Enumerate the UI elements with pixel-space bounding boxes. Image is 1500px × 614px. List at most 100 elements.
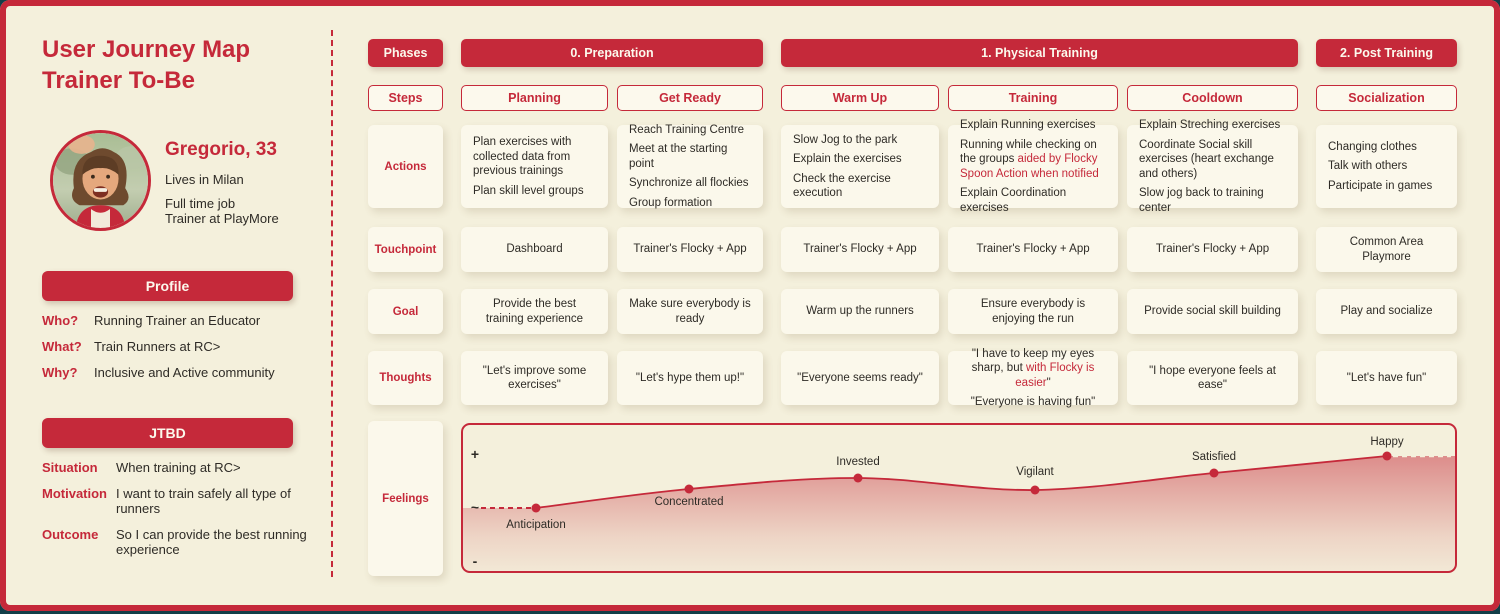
persona-job-line2: Trainer at PlayMore — [165, 211, 279, 226]
actions-warm-up: Slow Jog to the park Explain the exercise… — [781, 125, 939, 208]
phase-physical-training: 1. Physical Training — [781, 39, 1298, 67]
jtbd-motivation-value: I want to train safely all type of runne… — [116, 486, 291, 516]
jtbd-situation-value: When training at RC> — [116, 460, 241, 475]
touchpoint-socialization: Common Area Playmore — [1316, 227, 1457, 272]
feelings-area-fill — [463, 456, 1455, 571]
goal-row-label: Goal — [368, 289, 443, 334]
persona-job-line1: Full time job — [165, 196, 236, 211]
feeling-point-concentrated — [684, 484, 694, 494]
jtbd-situation-label: Situation — [42, 460, 98, 475]
jtbd-row-outcome: Outcome So I can provide the best runnin… — [42, 527, 310, 557]
profile-row-who: Who? Running Trainer an Educator — [42, 313, 310, 328]
text-item: Coordinate Social skill exercises (heart… — [1139, 138, 1274, 180]
goal-training: Ensure everybody is enjoying the run — [948, 289, 1118, 334]
profile-what-value: Train Runners at RC> — [94, 339, 221, 354]
touchpoint-get-ready: Trainer's Flocky + App — [617, 227, 763, 272]
persona-name: Gregorio, 33 — [165, 139, 277, 160]
text-item: Talk with others — [1328, 160, 1408, 173]
text-item: Meet at the starting point — [629, 143, 728, 170]
text-item: Check the exercise execution — [793, 172, 891, 200]
feeling-label-concentrated: Concentrated — [654, 496, 723, 508]
phase-post-training: 2. Post Training — [1316, 39, 1457, 67]
feelings-curve — [535, 455, 1388, 509]
thoughts-training: "I have to keep my eyes sharp, but with … — [948, 348, 1118, 408]
step-get-ready: Get Ready — [617, 85, 763, 111]
text-item: Explain Coordination exercises — [960, 187, 1067, 214]
actions-training: Explain Running exercises Running while c… — [948, 119, 1118, 214]
touchpoint-row-label: Touchpoint — [368, 227, 443, 272]
feeling-point-satisfied — [1209, 468, 1219, 478]
phase-preparation: 0. Preparation — [461, 39, 763, 67]
jtbd-section-header: JTBD — [42, 418, 293, 448]
feeling-point-happy — [1382, 451, 1392, 461]
steps-row-label: Steps — [368, 85, 443, 111]
touchpoint-cooldown: Trainer's Flocky + App — [1127, 227, 1298, 272]
actions-cooldown: Explain Streching exercises Coordinate So… — [1127, 119, 1298, 214]
thoughts-planning: "Let's improve some exercises" — [461, 351, 608, 405]
step-warm-up: Warm Up — [781, 85, 939, 111]
text-item: Synchronize all flockies — [629, 177, 749, 190]
feeling-label-happy: Happy — [1370, 436, 1403, 448]
feelings-axis-minus: - — [473, 553, 478, 569]
text-item: Plan exercises with collected data from … — [473, 136, 572, 177]
text-item: "Everyone seems ready" — [797, 371, 923, 384]
text-item: Explain Running exercises — [960, 119, 1096, 131]
text-item: Running while checking on the groups aid… — [960, 138, 1099, 180]
feelings-row-label: Feelings — [368, 421, 443, 576]
profile-section-header: Profile — [42, 271, 293, 301]
feelings-axis-plus: + — [471, 446, 479, 462]
feeling-label-satisfied: Satisfied — [1192, 451, 1236, 463]
feeling-point-invested — [853, 473, 863, 483]
jtbd-rows: Situation When training at RC> Motivatio… — [42, 460, 310, 557]
persona-photo — [50, 130, 151, 231]
goal-warm-up: Warm up the runners — [781, 289, 939, 334]
text-item: Slow jog back to training center — [1139, 187, 1264, 214]
actions-row-label: Actions — [368, 125, 443, 208]
page-title-line2: Trainer To-Be — [42, 67, 195, 94]
text-item: Explain the exercises — [793, 153, 902, 165]
text-item: "Everyone is having fun" — [970, 396, 1096, 408]
thoughts-socialization: "Let's have fun" — [1316, 351, 1457, 405]
step-cooldown: Cooldown — [1127, 85, 1298, 111]
actions-get-ready: Reach Training Centre Meet at the startin… — [617, 124, 763, 209]
page-title: User Journey Map Trainer To-Be — [42, 34, 250, 96]
jtbd-outcome-value: So I can provide the best running experi… — [116, 527, 307, 557]
thoughts-cooldown: "I hope everyone feels at ease" — [1127, 351, 1298, 405]
profile-why-label: Why? — [42, 365, 78, 380]
feeling-point-vigilant — [1030, 485, 1040, 495]
profile-why-value: Inclusive and Active community — [94, 365, 275, 380]
goal-planning: Provide the best training experience — [461, 289, 608, 334]
actions-planning: Plan exercises with collected data from … — [461, 125, 608, 208]
text-item: Changing clothes — [1328, 140, 1417, 153]
text-item: "I have to keep my eyes sharp, but with … — [971, 347, 1095, 389]
thoughts-warm-up: "Everyone seems ready" — [781, 351, 939, 405]
text-item: Participate in games — [1328, 179, 1433, 192]
step-socialization: Socialization — [1316, 85, 1457, 111]
feelings-chart-border — [461, 423, 1457, 573]
profile-who-value: Running Trainer an Educator — [94, 313, 261, 328]
touchpoint-planning: Dashboard — [461, 227, 608, 272]
jtbd-row-situation: Situation When training at RC> — [42, 460, 310, 475]
text-item: "Let's hype them up!" — [635, 371, 745, 384]
touchpoint-warm-up: Trainer's Flocky + App — [781, 227, 939, 272]
text-item: "I hope everyone feels at ease" — [1149, 364, 1276, 392]
feelings-axis-neutral: ~ — [471, 499, 479, 515]
persona-location: Lives in Milan — [165, 172, 244, 187]
text-item: Plan skill level groups — [473, 184, 584, 197]
feelings-curve-svg: Anticipation Concentrated Invested Vigilant… — [461, 423, 1457, 573]
persona-photo-illustration — [53, 133, 148, 228]
jtbd-motivation-label: Motivation — [42, 486, 107, 501]
step-planning: Planning — [461, 85, 608, 111]
text-item: Slow Jog to the park — [793, 133, 898, 146]
profile-what-label: What? — [42, 339, 82, 354]
text-item: "Let's have fun" — [1346, 371, 1427, 384]
feeling-label-invested: Invested — [836, 456, 879, 468]
thoughts-get-ready: "Let's hype them up!" — [617, 351, 763, 405]
goal-get-ready: Make sure everybody is ready — [617, 289, 763, 334]
page-title-line1: User Journey Map — [42, 36, 251, 63]
profile-who-label: Who? — [42, 313, 79, 328]
profile-row-why: Why? Inclusive and Active community — [42, 365, 310, 380]
feeling-point-anticipation — [531, 503, 541, 513]
text-item: Explain Streching exercises — [1139, 119, 1281, 131]
